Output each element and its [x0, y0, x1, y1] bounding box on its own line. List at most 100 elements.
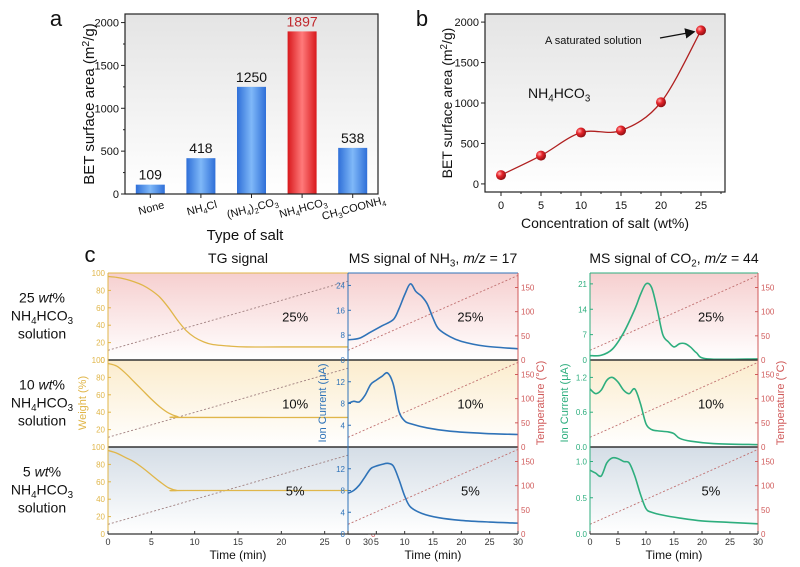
panel-label-b: b [416, 6, 428, 31]
bar [287, 31, 317, 195]
text-part: 4 [548, 94, 554, 105]
y-tick-label: 500 [101, 146, 119, 158]
x-tick-label: 0 [345, 537, 350, 547]
text-part: HCO [37, 395, 68, 411]
right-y-tick-label: 100 [761, 482, 775, 491]
text-part: NH [528, 85, 548, 101]
bar [338, 147, 368, 194]
text-part: 4 [381, 199, 388, 209]
x-tick-label: 20 [276, 537, 286, 547]
y-tick-label: 0 [341, 530, 346, 539]
y-tick-label: 500 [461, 138, 479, 150]
y-axis-label: Weight (%) [77, 376, 89, 430]
right-y-tick-label: 100 [521, 395, 535, 404]
right-y-tick-label: 0 [761, 443, 766, 452]
y-tick-label: 4 [341, 508, 346, 517]
row-background [348, 447, 518, 534]
panel-label-c: c [85, 242, 96, 267]
text-part: wt [39, 290, 54, 306]
y-tick-label: 0.0 [576, 530, 588, 539]
y-tick-label: 8 [341, 487, 346, 496]
x-tick-label: (NH4​)2​CO3​ [226, 196, 280, 223]
y-axis-label: Ion Current (μA) [317, 363, 329, 442]
y-tick-label: 8 [341, 331, 346, 340]
text-part: = 17 [486, 250, 518, 266]
right-y-tick-label: 100 [761, 395, 775, 404]
text-part: ​ [325, 196, 328, 208]
x-tick-label: 0 [587, 537, 592, 547]
row-label-concentration: 25 wt% [19, 290, 65, 306]
y-tick-label: 60 [96, 478, 105, 487]
text-part: CH [321, 207, 340, 223]
plot-frame [484, 13, 726, 193]
data-label: 1250 [236, 69, 267, 85]
text-part: m/z [705, 250, 728, 266]
text-part: NH [11, 395, 31, 411]
text-part: ​ [276, 196, 279, 208]
y-tick-label: 1000 [95, 103, 119, 115]
signal-line [107, 275, 368, 348]
x-tick-label: 0 [105, 537, 110, 547]
x-tick-label: 15 [615, 200, 627, 212]
text-part: % [49, 464, 61, 480]
text-part: (NH [226, 205, 248, 222]
y-tick-label: 0 [101, 356, 106, 365]
y-tick-label: 14 [578, 305, 587, 314]
x-tick-label: 5 [615, 537, 620, 547]
data-point [496, 170, 506, 181]
x-tick-label: 20 [655, 200, 667, 212]
x-tick-label: 30 [363, 537, 373, 547]
text-part: None [137, 199, 166, 217]
x-axis-label: Time (min) [405, 548, 462, 562]
bar [135, 184, 165, 194]
text-part: COONH [340, 195, 383, 217]
plot-frame [124, 13, 379, 195]
subplot-title: MS signal of CO2​, m/z = 44 [589, 250, 758, 270]
row-percent-label: 25% [457, 310, 483, 325]
right-y-tick-label: 0 [521, 443, 526, 452]
subplot-title: TG signal [208, 250, 268, 266]
y-axis-label: BET surface area (m2/g) [439, 28, 455, 179]
right-y-tick-label: 150 [761, 371, 775, 380]
right-y-tick-label: 50 [521, 419, 530, 428]
y-tick-label: 1.0 [576, 458, 588, 467]
right-y-tick-label: 150 [761, 458, 775, 467]
text-part: % [53, 290, 65, 306]
text-part: /g) [439, 28, 455, 44]
signal-line [347, 371, 519, 436]
text-part: , [697, 250, 705, 266]
text-part: = 44 [727, 250, 759, 266]
data-point [536, 150, 546, 161]
text-part: wt [35, 464, 50, 480]
right-y-tick-label: 50 [521, 506, 530, 515]
y-tick-label: 8 [341, 400, 346, 409]
temperature-ramp-line [589, 275, 759, 351]
text-part: 3 [274, 201, 280, 211]
text-part: NH [11, 308, 31, 324]
panel-label-a: a [50, 6, 63, 31]
panel-a-bar-chart: a109None418NH4​Cl1250(NH4​)2​CO3​1897NH4… [50, 6, 388, 244]
text-part: MS signal of NH [349, 250, 450, 266]
x-axis-label: Time (min) [210, 548, 267, 562]
y-tick-label: 0 [583, 356, 588, 365]
y-tick-label: 20 [96, 339, 105, 348]
text-part: ) [249, 202, 256, 215]
data-point [656, 97, 666, 108]
text-part: CO [256, 197, 275, 213]
right-y-axis-label: Temperature (°C) [535, 361, 547, 445]
signal-line [107, 449, 368, 492]
signal-line [347, 462, 519, 524]
right-y-tick-label: 0 [521, 530, 526, 539]
series-label: NH4​HCO3​ [528, 85, 591, 105]
temperature-ramp-line [347, 449, 519, 525]
text-part: 5 [23, 464, 35, 480]
y-tick-label: 0.0 [576, 443, 588, 452]
text-part: % [53, 377, 65, 393]
temperature-ramp-line [107, 361, 369, 438]
bar [237, 86, 266, 194]
text-part: 3 [68, 403, 74, 414]
text-part: NH [11, 482, 31, 498]
row-label-concentration: 5 wt% [23, 464, 61, 480]
y-tick-label: 0 [473, 179, 479, 191]
